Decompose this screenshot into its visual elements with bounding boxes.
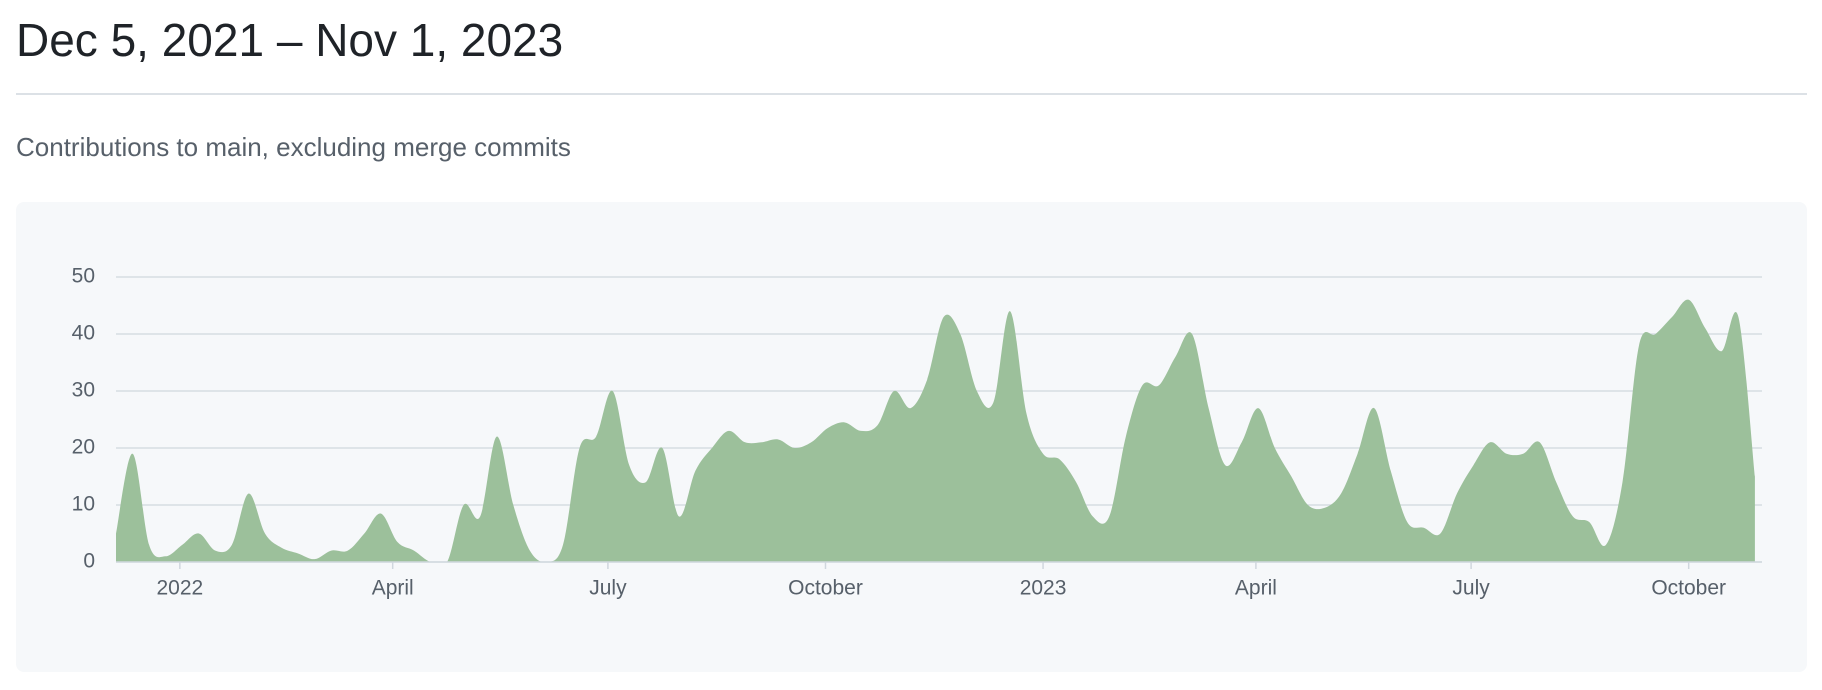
y-tick-label: 40 [72, 322, 95, 345]
x-tick-label: April [1235, 577, 1277, 600]
y-tick-label: 50 [72, 265, 95, 288]
y-tick-label: 10 [72, 493, 95, 516]
x-tick-label: July [589, 577, 627, 600]
chart-title: Dec 5, 2021 – Nov 1, 2023 [16, 14, 563, 66]
area [116, 299, 1755, 562]
x-tick-label: 2023 [1020, 577, 1067, 600]
x-tick-label: 2022 [156, 577, 203, 600]
x-tick-label: October [788, 577, 863, 600]
y-tick-label: 0 [83, 550, 95, 573]
chart-subtitle: Contributions to main, excluding merge c… [16, 132, 571, 162]
x-tick-label: April [372, 577, 414, 600]
y-tick-label: 20 [72, 436, 95, 459]
x-tick-label: October [1651, 577, 1726, 600]
plot [116, 299, 1755, 562]
axes: 0 10 20 30 40 50 2022 April July October 2023 April… [72, 265, 1762, 600]
x-tick-label: July [1452, 577, 1490, 600]
y-tick-label: 30 [72, 379, 95, 402]
